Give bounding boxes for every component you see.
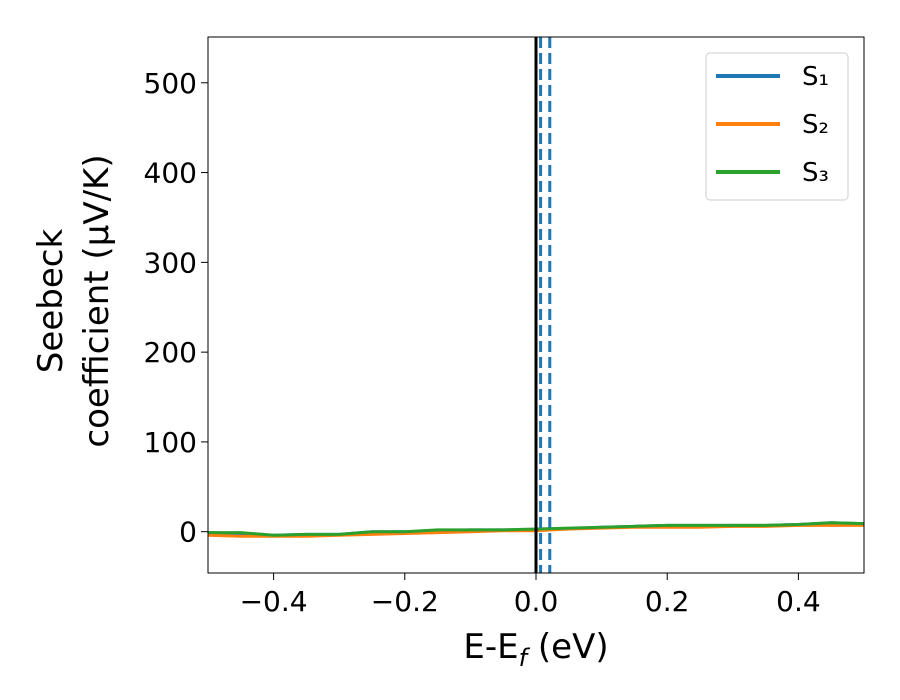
x-axis-label-part: E-E <box>463 627 518 667</box>
x-tick-label: −0.4 <box>240 585 308 618</box>
x-tick-label: 0.4 <box>776 585 821 618</box>
x-tick-label: 0.2 <box>645 585 690 618</box>
legend-label: S₂ <box>802 110 829 140</box>
legend-box <box>705 52 849 201</box>
legend-label: S₁ <box>802 62 829 92</box>
x-axis-label-part: (eV) <box>527 627 609 667</box>
legend-label: S₃ <box>802 158 829 188</box>
x-tick-label: −0.2 <box>371 585 439 618</box>
y-tick-label: 100 <box>144 426 197 459</box>
y-tick-label: 500 <box>144 67 197 100</box>
x-axis-label: E-Ef (eV) <box>463 627 608 672</box>
y-tick-label: 400 <box>144 157 197 190</box>
y-tick-label: 200 <box>144 336 197 369</box>
y-axis-label: coefficient (μV/K) <box>77 154 117 447</box>
y-axis-label: Seebeck <box>31 229 71 374</box>
plot-frame <box>207 36 865 574</box>
y-tick-label: 300 <box>144 246 197 279</box>
x-tick-label: 0.0 <box>514 585 559 618</box>
y-tick-label: 0 <box>179 516 197 549</box>
